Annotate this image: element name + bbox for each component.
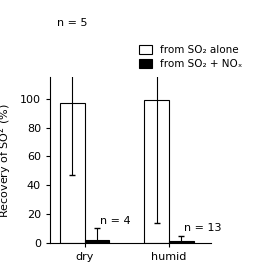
Bar — [85, 240, 109, 243]
Text: n = 4: n = 4 — [100, 216, 131, 225]
Bar — [145, 100, 169, 243]
Text: n = 13: n = 13 — [184, 223, 222, 233]
Bar — [60, 103, 85, 243]
Bar — [169, 241, 193, 243]
Y-axis label: Recovery of SO$^2$ (%): Recovery of SO$^2$ (%) — [0, 103, 14, 217]
Text: n = 5: n = 5 — [57, 18, 88, 28]
Legend: from SO₂ alone, from SO₂ + NOₓ: from SO₂ alone, from SO₂ + NOₓ — [139, 45, 242, 69]
